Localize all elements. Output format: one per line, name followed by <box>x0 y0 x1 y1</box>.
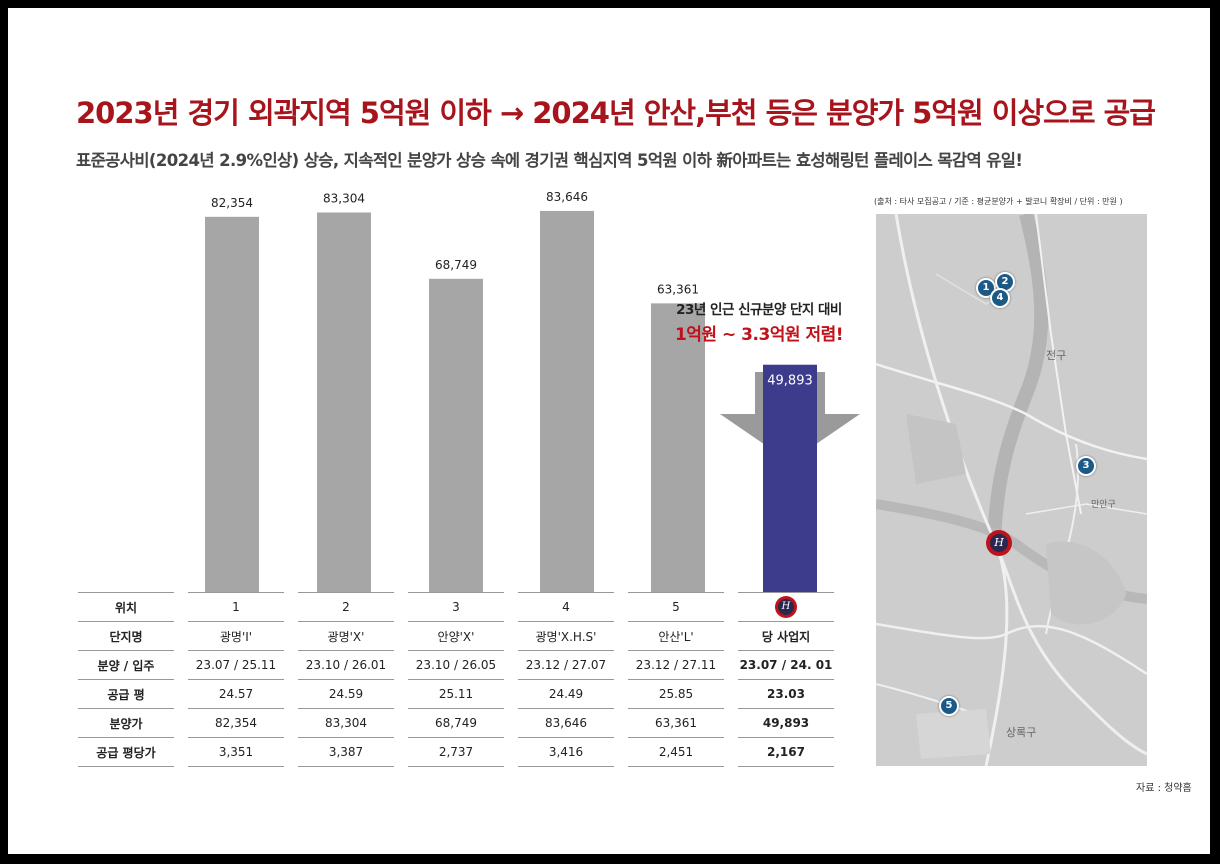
table-cell: 23.03 <box>738 679 834 709</box>
project-site-pin[interactable]: H <box>986 530 1012 556</box>
row-header: 위치 <box>78 592 174 622</box>
table-cell: 2 <box>298 592 394 622</box>
bar-3 <box>429 278 483 592</box>
table-row: 분양 / 입주 23.07 / 25.11 23.10 / 26.01 23.1… <box>78 650 834 680</box>
table-cell: 안양'X' <box>408 621 504 651</box>
callout-line1: 23년 인근 신규분양 단지 대비 <box>676 302 842 318</box>
table-cell: 2,451 <box>628 737 724 767</box>
bar-chart: 82,354 83,304 68,749 83,646 63,361 49,893 <box>205 190 860 593</box>
table-cell: 3,416 <box>518 737 614 767</box>
row-header: 공급 평당가 <box>78 737 174 767</box>
map-pin-3[interactable]: 3 <box>1076 456 1096 476</box>
data-credit: 자료 : 청약홈 <box>1136 783 1192 794</box>
harrington-logo-icon: H <box>990 534 1008 552</box>
table-cell: 2,167 <box>738 737 834 767</box>
bar-value-label: 68,749 <box>435 258 477 272</box>
table-cell: 광명'X.H.S' <box>518 621 614 651</box>
bar-value-label: 82,354 <box>211 196 253 210</box>
table-cell: 1 <box>188 592 284 622</box>
table-cell: 23.07 / 25.11 <box>188 650 284 680</box>
table-cell: 광명'I' <box>188 621 284 651</box>
map-roads <box>876 214 1147 766</box>
table-cell: 2,737 <box>408 737 504 767</box>
table-cell: 83,304 <box>298 708 394 738</box>
table-cell: 24.49 <box>518 679 614 709</box>
map-label-district1: 전구 <box>1046 349 1067 362</box>
callout-line2: 1억원 ~ 3.3억원 저렴! <box>674 325 844 345</box>
map-pin-4[interactable]: 4 <box>990 288 1010 308</box>
bar-2 <box>317 212 371 592</box>
table-cell: 82,354 <box>188 708 284 738</box>
table-row: 단지명 광명'I' 광명'X' 안양'X' 광명'X.H.S' 안산'L' 당 … <box>78 621 834 651</box>
table-cell: 24.57 <box>188 679 284 709</box>
table-cell: 63,361 <box>628 708 724 738</box>
table-row: 분양가 82,354 83,304 68,749 83,646 63,361 4… <box>78 708 834 738</box>
map-pin-5[interactable]: 5 <box>939 696 959 716</box>
bar-value-label: 83,304 <box>323 192 365 206</box>
harrington-logo-icon: H <box>775 596 797 618</box>
table-cell-logo: H <box>738 592 834 622</box>
bar-value-label: 63,361 <box>657 282 699 296</box>
table-cell: 3 <box>408 592 504 622</box>
map-label-district3: 만안구 <box>1091 500 1116 510</box>
table-cell: 3,351 <box>188 737 284 767</box>
table-cell: 83,646 <box>518 708 614 738</box>
table-cell: 49,893 <box>738 708 834 738</box>
table-cell: 25.11 <box>408 679 504 709</box>
table-cell: 당 사업지 <box>738 621 834 651</box>
row-header: 단지명 <box>78 621 174 651</box>
map-label-district2: 상록구 <box>1006 726 1037 739</box>
page-subtitle: 표준공사비(2024년 2.9%인상) 상승, 지속적인 분양가 상승 속에 경… <box>76 151 1023 170</box>
table-cell: 광명'X' <box>298 621 394 651</box>
table-cell: 23.12 / 27.11 <box>628 650 724 680</box>
bar-1 <box>205 216 259 592</box>
table-row: 공급 평당가 3,351 3,387 2,737 3,416 2,451 2,1… <box>78 737 834 767</box>
table-cell: 23.10 / 26.05 <box>408 650 504 680</box>
table-cell: 4 <box>518 592 614 622</box>
location-map: 전구 상록구 만안구 1 2 4 3 5 H <box>876 214 1147 766</box>
table-row: 위치 1 2 3 4 5 H <box>78 592 834 622</box>
map-source-note: (출처 : 타사 모집공고 / 기준 : 평균분양가 + 발코니 확장비 / 단… <box>874 197 1123 206</box>
bar-highlight <box>763 364 817 592</box>
table-cell: 24.59 <box>298 679 394 709</box>
table-cell: 23.07 / 24. 01 <box>738 650 834 680</box>
bar-value-label: 83,646 <box>546 190 588 204</box>
bar-4 <box>540 210 594 593</box>
table-cell: 23.12 / 27.07 <box>518 650 614 680</box>
row-header: 공급 평 <box>78 679 174 709</box>
comparison-table: 위치 1 2 3 4 5 H 단지명 광명'I' 광명'X' 안양'X' 광명'… <box>78 592 834 767</box>
table-row: 공급 평 24.57 24.59 25.11 24.49 25.85 23.03 <box>78 679 834 709</box>
table-cell: 3,387 <box>298 737 394 767</box>
table-cell: 23.10 / 26.01 <box>298 650 394 680</box>
page-title: 2023년 경기 외곽지역 5억원 이하 → 2024년 안산,부천 등은 분양… <box>76 96 1156 130</box>
table-cell: 안산'L' <box>628 621 724 651</box>
row-header: 분양 / 입주 <box>78 650 174 680</box>
table-cell: 68,749 <box>408 708 504 738</box>
bar-5 <box>651 303 705 592</box>
map-pin-2[interactable]: 2 <box>995 272 1015 292</box>
row-header: 분양가 <box>78 708 174 738</box>
table-cell: 25.85 <box>628 679 724 709</box>
bar-value-label: 49,893 <box>767 374 813 389</box>
table-cell: 5 <box>628 592 724 622</box>
